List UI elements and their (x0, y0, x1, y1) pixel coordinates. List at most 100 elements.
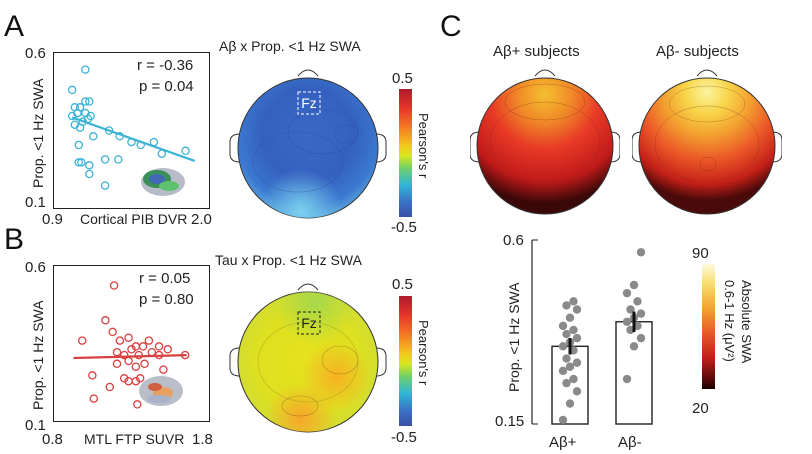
bar-c-point (569, 374, 578, 384)
cbar-b (399, 296, 412, 426)
scatter-b-point (154, 342, 164, 351)
scatter-b-point (131, 362, 141, 371)
scatter-a-point (181, 146, 190, 156)
scatter-a-point (77, 158, 86, 167)
scatter-a-xtick-right: 2.0 (191, 211, 212, 228)
scatter-b-fit-line (73, 354, 187, 360)
scatter-a-point (75, 103, 85, 112)
scatter-b-point (105, 382, 115, 392)
scatter-b-point (112, 359, 122, 369)
scatter-a-point (86, 111, 95, 121)
bar-c-point (572, 387, 582, 396)
cbar-a-max: 0.5 (392, 70, 413, 87)
cbar-a-label: Pearson's r (416, 113, 431, 179)
scatter-b-xtick-left: 0.8 (42, 431, 63, 448)
bar-c-point (569, 325, 578, 335)
cbar-a-min: -0.5 (391, 219, 417, 236)
scatter-a-point (81, 97, 90, 106)
topo-c-right-nose (696, 69, 718, 77)
topo-c-left-head (470, 69, 620, 215)
bar-c-point (622, 374, 632, 384)
cbar-c-label-1: Absolute SWA (739, 280, 754, 364)
scatter-b-xlabel: MTL FTP SUVR (84, 431, 185, 447)
scatter-b-point (115, 336, 125, 345)
scatter-a-xlabel: Cortical PIB DVR (80, 211, 188, 227)
scatter-b-point (112, 347, 122, 357)
bar-c-ylabel: Prop. <1 Hz SWA (506, 282, 522, 392)
scatter-a-point (89, 132, 98, 141)
scatter-a-p-value: p = 0.04 (139, 78, 194, 95)
topo-a-title: Aβ x Prop. <1 Hz SWA (219, 38, 361, 54)
topo-b-head: Fz (229, 283, 387, 433)
bar-c-xtick-1: Aβ+ (549, 434, 577, 451)
bar-c-point (622, 288, 632, 298)
scatter-b-ytick-bottom: 0.1 (25, 417, 46, 434)
scatter-b-point (144, 336, 154, 345)
brain-inset-b (139, 376, 183, 406)
topo-a-left-ear (229, 133, 241, 163)
bar-c-ytick-top: 0.6 (503, 232, 524, 249)
scatter-b-point (180, 350, 190, 360)
scatter-b-point (108, 327, 117, 337)
scatter-a-point (85, 97, 94, 106)
topo-a-nose (297, 69, 319, 77)
cbar-b-min: -0.5 (391, 429, 417, 446)
bar-c-point (636, 248, 646, 257)
bar-c-point (572, 305, 582, 314)
cbar-c-max: 90 (692, 245, 709, 262)
topo-b-right-ear (375, 347, 387, 377)
scatter-a-r-value: r = -0.36 (137, 57, 194, 74)
scatter-b-point (135, 374, 145, 383)
scatter-b-ylabel: Prop. <1 Hz SWA (30, 300, 46, 410)
scatter-a-point (67, 85, 77, 95)
bar-c-point (565, 313, 575, 322)
bar-c-point (565, 362, 575, 371)
scatter-b-point (159, 365, 168, 374)
scatter-a-point (100, 155, 110, 164)
topo-b-electrode-label: Fz (301, 315, 317, 331)
scatter-b-point (77, 336, 87, 345)
scatter-b-point (140, 359, 149, 369)
panel-letter-b: B (4, 223, 25, 256)
scatter-b-ytick-top: 0.6 (25, 259, 46, 276)
bar-c-point (558, 415, 568, 425)
bar-c-point (569, 297, 578, 306)
topo-b-nose (297, 283, 319, 291)
bar-c-xtick-2: Aβ- (618, 434, 642, 451)
bar-c-point (636, 309, 646, 318)
topo-a-head: Fz (229, 69, 387, 219)
topo-c-left-nose (534, 69, 556, 77)
cbar-b-max: 0.5 (392, 276, 413, 293)
panel-letter-a: A (4, 10, 25, 43)
bar-c-point (622, 317, 632, 326)
bar-c-point (636, 333, 646, 343)
scatter-b-point (134, 350, 144, 360)
scatter-b-xtick-right: 1.8 (192, 431, 213, 448)
bar-c-point (629, 342, 639, 351)
topo-c-left-title: Aβ+ subjects (493, 43, 580, 60)
scatter-b-point (154, 350, 164, 360)
topo-a-electrode-box (297, 91, 321, 115)
scatter-b-point (124, 356, 133, 366)
bar-c-point (562, 329, 571, 339)
bar-c-ytick-bottom: 0.15 (495, 413, 525, 430)
cbar-b-label: Pearson's r (416, 320, 431, 386)
bar-c-point (572, 333, 582, 343)
scatter-a-point (81, 65, 90, 74)
bar-chart-c (531, 239, 653, 425)
scatter-a-ytick-bottom: 0.1 (25, 194, 46, 211)
scatter-a-frame (53, 52, 210, 209)
scatter-a-point (136, 140, 145, 150)
bar-c-bar (615, 321, 653, 425)
scatter-b-point (127, 345, 136, 354)
scatter-b-point (89, 394, 99, 403)
scatter-plot-b (53, 265, 210, 422)
bar-c-point (629, 280, 639, 290)
scatter-b-point (124, 333, 133, 342)
bar-c-point (565, 399, 575, 408)
scatter-b-frame (53, 265, 210, 422)
scatter-a-xtick-left: 0.9 (42, 211, 63, 228)
bar-c-point (562, 301, 571, 310)
topo-a-electrode-label: Fz (301, 95, 317, 111)
scatter-b-point (133, 400, 142, 409)
